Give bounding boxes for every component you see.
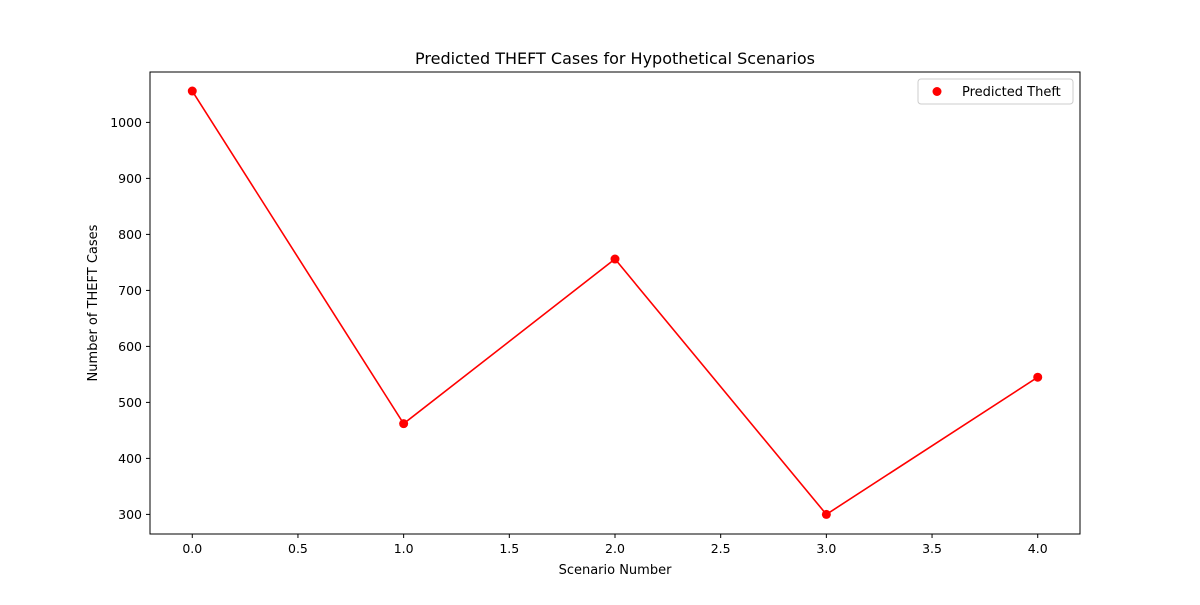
x-tick-label: 0.5 bbox=[288, 541, 308, 556]
legend-label: Predicted Theft bbox=[962, 85, 1061, 100]
x-tick-label: 0.0 bbox=[182, 541, 202, 556]
y-tick-label: 700 bbox=[118, 283, 142, 298]
plot-area-frame bbox=[149, 71, 1081, 535]
x-tick-label: 1.0 bbox=[394, 541, 414, 556]
chart-title: Predicted THEFT Cases for Hypothetical S… bbox=[415, 49, 815, 68]
y-tick-label: 800 bbox=[118, 227, 142, 242]
data-point bbox=[821, 509, 831, 519]
x-tick-label: 3.5 bbox=[922, 541, 942, 556]
legend-box bbox=[917, 78, 1074, 105]
series-line bbox=[191, 90, 1039, 516]
y-tick-label: 600 bbox=[118, 339, 142, 354]
x-tick-label: 2.5 bbox=[711, 541, 731, 556]
y-tick-label: 1000 bbox=[110, 115, 142, 130]
y-tick-label: 300 bbox=[118, 507, 142, 522]
x-axis-ticks: 0.0 0.5 1.0 1.5 2.0 2.5 3.0 3.5 4.0 bbox=[182, 534, 1048, 556]
legend-marker bbox=[932, 87, 942, 96]
y-axis-label: Number of THEFT Cases bbox=[86, 224, 101, 381]
y-axis-ticks: 300 400 500 600 700 800 900 1000 bbox=[110, 115, 150, 522]
data-point bbox=[399, 419, 409, 429]
x-axis-label: Scenario Number bbox=[559, 563, 673, 578]
legend: Predicted Theft bbox=[917, 78, 1074, 105]
x-tick-label: 2.0 bbox=[605, 541, 625, 556]
data-point bbox=[610, 254, 620, 264]
x-tick-label: 3.0 bbox=[816, 541, 836, 556]
y-tick-label: 900 bbox=[118, 171, 142, 186]
data-point bbox=[187, 86, 197, 96]
y-tick-label: 500 bbox=[118, 395, 142, 410]
data-point bbox=[1033, 372, 1043, 382]
y-tick-label: 400 bbox=[118, 451, 142, 466]
x-tick-label: 1.5 bbox=[499, 541, 519, 556]
x-tick-label: 4.0 bbox=[1028, 541, 1048, 556]
series-layer bbox=[187, 86, 1043, 519]
